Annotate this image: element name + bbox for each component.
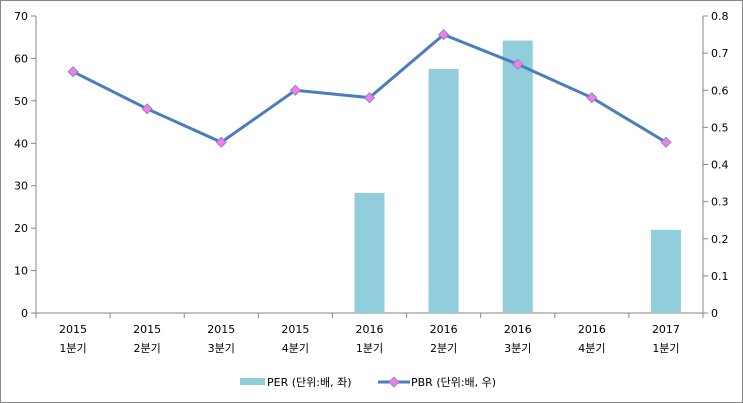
x-tick-label: 4분기 [282, 342, 309, 355]
x-tick-label: 2015 [207, 323, 235, 336]
pbr-marker [438, 28, 450, 41]
x-tick-label: 2분기 [430, 342, 457, 355]
left-tick-label: 20 [14, 222, 28, 235]
x-tick-label: 2015 [59, 323, 87, 336]
left-tick-label: 0 [21, 307, 28, 320]
legend-pbr-label: PBR (단위:배, 우) [411, 376, 496, 389]
x-tick-label: 4분기 [578, 342, 605, 355]
per-bar [428, 69, 459, 314]
x-tick-label: 2016 [356, 323, 384, 336]
left-tick-label: 70 [14, 10, 28, 23]
x-tick-label: 1분기 [652, 342, 679, 355]
pbr-marker [660, 136, 672, 148]
left-tick-label: 60 [14, 52, 28, 65]
x-tick-label: 3분기 [504, 342, 531, 355]
x-tick-label: 1분기 [356, 342, 383, 355]
right-tick-label: 0.7 [711, 47, 729, 60]
right-tick-label: 0.5 [711, 121, 729, 134]
pbr-marker [141, 103, 153, 115]
right-tick-label: 0.3 [711, 196, 729, 209]
x-tick-label: 2016 [578, 323, 606, 336]
right-tick-label: 0.2 [711, 233, 729, 246]
pbr-marker [67, 66, 79, 78]
x-tick-label: 2016 [430, 323, 458, 336]
left-tick-label: 10 [14, 265, 28, 278]
per-bar [650, 229, 681, 313]
pbr-marker [586, 92, 598, 104]
left-tick-label: 30 [14, 180, 28, 193]
x-tick-label: 2016 [504, 323, 532, 336]
x-tick-label: 3분기 [208, 342, 235, 355]
right-tick-label: 0.8 [711, 10, 729, 23]
right-tick-label: 0.1 [711, 270, 729, 283]
right-tick-label: 0.4 [711, 159, 729, 172]
x-tick-label: 2분기 [134, 342, 161, 355]
legend-pbr-marker [388, 376, 400, 388]
x-tick-label: 1분기 [59, 342, 86, 355]
pbr-marker [289, 84, 301, 96]
pbr-line [72, 32, 667, 144]
legend-per-swatch [240, 378, 265, 385]
left-tick-label: 50 [14, 95, 28, 108]
right-tick-label: 0 [711, 307, 718, 320]
legend-per-label: PER (단위:배, 좌) [267, 376, 352, 389]
left-tick-label: 40 [14, 137, 28, 150]
pbr-marker [215, 136, 227, 148]
right-tick-label: 0.6 [711, 84, 729, 97]
pbr-marker [363, 92, 376, 104]
x-tick-label: 2015 [281, 323, 309, 336]
per-bar [502, 40, 533, 313]
pbr-marker [512, 58, 524, 70]
x-tick-label: 2017 [652, 323, 680, 336]
x-tick-label: 2015 [133, 323, 161, 336]
per-bar [354, 192, 385, 313]
